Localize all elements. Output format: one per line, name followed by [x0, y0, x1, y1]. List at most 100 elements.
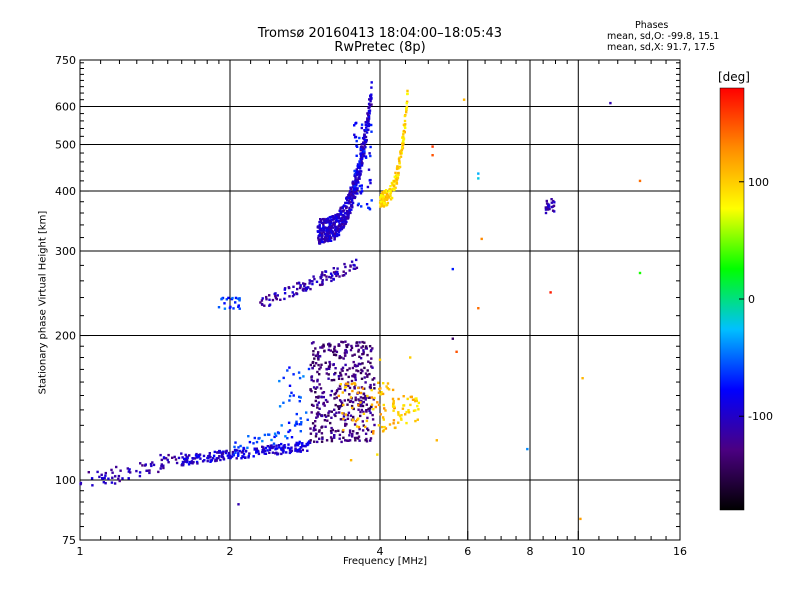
data-point [317, 351, 320, 354]
data-point [382, 198, 386, 201]
data-point [288, 384, 292, 387]
data-point [308, 440, 311, 443]
data-point [275, 444, 278, 447]
data-point [380, 203, 383, 206]
data-point [339, 212, 343, 215]
data-point [347, 199, 351, 202]
data-point [327, 236, 330, 240]
data-point [206, 456, 209, 460]
data-point [195, 460, 199, 464]
data-point [320, 395, 323, 398]
data-point [318, 231, 322, 235]
data-point [189, 461, 192, 465]
data-point [323, 228, 326, 232]
data-point [237, 452, 240, 455]
data-point [360, 346, 363, 349]
data-point [404, 123, 407, 126]
data-point [337, 215, 340, 218]
data-point [394, 177, 398, 180]
data-point [354, 195, 357, 199]
data-point [162, 456, 166, 459]
x-tick-label: 16 [673, 545, 687, 558]
data-point [638, 179, 642, 183]
data-point [282, 376, 285, 380]
data-point [395, 181, 398, 184]
data-point [373, 396, 376, 400]
data-point [311, 360, 315, 364]
data-point [336, 213, 339, 216]
data-point [271, 446, 274, 449]
data-point [298, 442, 301, 445]
data-point [371, 347, 374, 350]
data-point [368, 409, 371, 413]
data-point [314, 387, 317, 390]
data-point [369, 439, 372, 442]
data-point [287, 446, 290, 450]
data-point [310, 411, 313, 414]
data-point [386, 387, 389, 390]
data-point [370, 93, 373, 96]
data-point [414, 409, 417, 412]
data-point [340, 218, 344, 221]
data-point [310, 403, 314, 407]
data-point [377, 381, 380, 384]
data-point [337, 233, 341, 237]
phase-stats-x: mean, sd,X: 91.7, 17.5 [607, 42, 716, 53]
data-point [348, 192, 351, 195]
data-point [364, 156, 368, 159]
data-point [318, 242, 321, 245]
data-point [359, 401, 362, 404]
data-point [354, 267, 357, 270]
data-point [180, 464, 183, 467]
data-point [319, 277, 322, 280]
data-point [324, 226, 327, 229]
data-point [135, 469, 138, 473]
data-point [292, 285, 295, 288]
data-point [284, 435, 287, 438]
data-point [336, 220, 339, 223]
data-point [360, 408, 363, 412]
data-point [336, 234, 339, 238]
data-point [325, 368, 328, 371]
data-point [326, 232, 329, 235]
data-point [364, 155, 368, 158]
data-point [356, 166, 360, 169]
data-point [296, 287, 299, 291]
data-point [351, 354, 354, 357]
data-point [306, 443, 309, 447]
data-point [261, 439, 264, 443]
data-point [395, 167, 399, 171]
data-point [368, 152, 371, 155]
data-point [415, 399, 418, 402]
data-point [405, 410, 408, 414]
data-point [381, 425, 384, 429]
data-point [244, 449, 248, 453]
data-point [370, 86, 373, 89]
data-point [279, 298, 282, 301]
data-point [318, 429, 321, 432]
data-point [359, 154, 363, 157]
data-point [320, 440, 324, 443]
data-point [315, 416, 318, 419]
data-point [318, 220, 321, 224]
data-point [359, 157, 362, 161]
data-point [278, 446, 281, 449]
data-point [293, 424, 297, 427]
data-point [377, 391, 381, 394]
data-point [316, 353, 319, 356]
data-point [320, 232, 323, 235]
data-point [342, 417, 345, 421]
data-point [218, 450, 222, 453]
data-point [79, 482, 82, 486]
data-point [332, 378, 336, 382]
data-point [379, 197, 382, 200]
data-point [344, 363, 347, 367]
data-point [361, 147, 364, 151]
data-point [261, 450, 264, 454]
data-point [342, 415, 346, 418]
data-point [350, 379, 354, 383]
data-point [348, 386, 352, 390]
data-point [358, 174, 361, 178]
data-point [338, 229, 342, 232]
data-point [385, 385, 388, 388]
